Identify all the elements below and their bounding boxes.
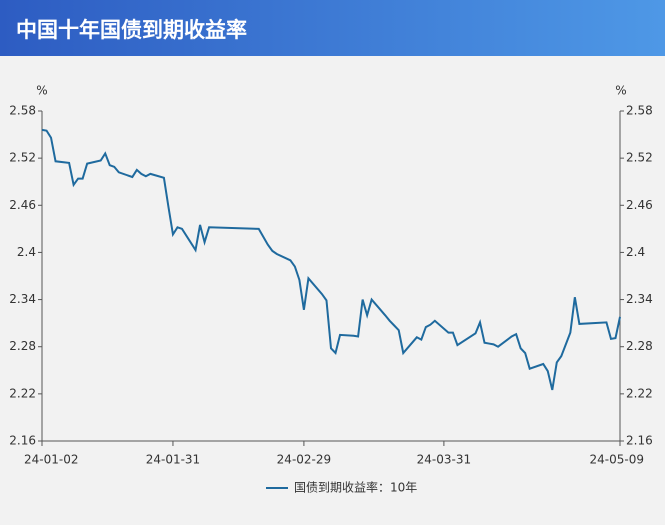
y2-tick-label: 2.4 (626, 245, 645, 259)
line (41, 128, 621, 391)
y-tick-label: 2.58 (9, 104, 36, 118)
y2-tick-label: 2.28 (626, 339, 653, 353)
y2-unit: % (615, 84, 626, 98)
x-tick-label: 24-01-02 (24, 453, 78, 467)
x-tick-label: 24-02-29 (277, 453, 331, 467)
title: 中国十年国债到期收益率 (16, 18, 247, 42)
y2-tick-label: 2.46 (626, 198, 653, 212)
y-tick-label: 2.22 (9, 386, 36, 400)
y2-tick-label: 2.22 (626, 386, 653, 400)
y2-tick-label: 2.58 (626, 104, 653, 118)
y-tick-label: 2.34 (9, 292, 36, 306)
y-tick-label: 2.52 (9, 151, 36, 165)
y-tick-label: 2.16 (9, 434, 36, 448)
y2-tick-label: 2.52 (626, 151, 653, 165)
y-unit: % (36, 84, 47, 98)
y2-tick-label: 2.34 (626, 292, 653, 306)
y-tick-label: 2.46 (9, 198, 36, 212)
legend-label: 国债到期收益率：10年 (294, 480, 417, 495)
chart: % % 2.58 2.52 2.46 2.4 2.34 2.28 2.22 2.16 2.58 2… (9, 84, 653, 495)
y2-tick-label: 2.16 (626, 434, 653, 448)
x-tick-label: 24-01-31 (146, 453, 200, 467)
header: 中国十年国债到期收益率 (0, 0, 665, 56)
x-tick-label: 24-05-09 (590, 453, 644, 467)
x-tick-label: 24-03-31 (417, 453, 471, 467)
y-tick-label: 2.28 (9, 339, 36, 353)
y-tick-label: 2.4 (17, 245, 36, 259)
